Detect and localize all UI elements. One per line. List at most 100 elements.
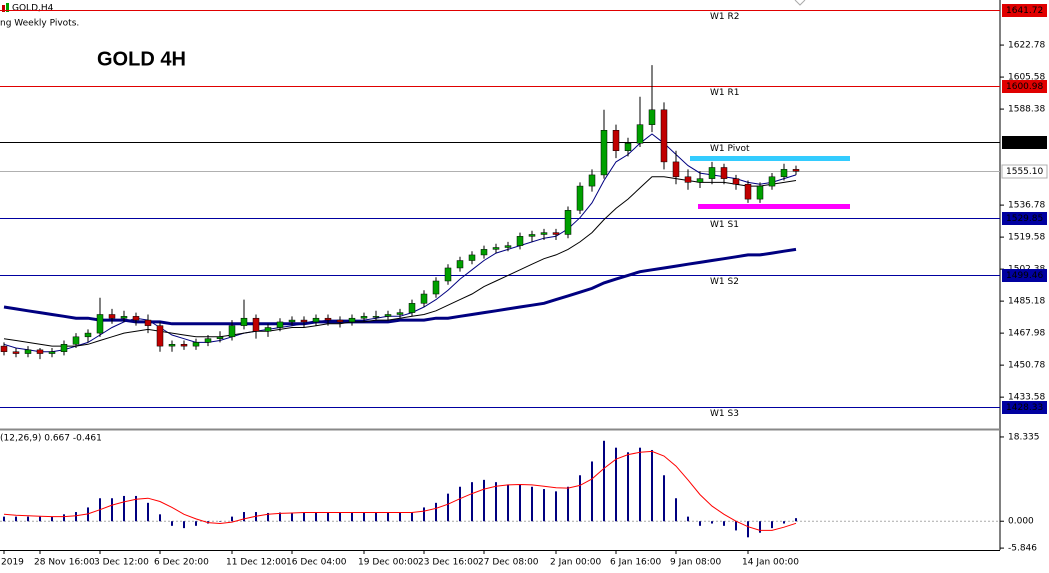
candle-body xyxy=(156,325,164,347)
candle-body xyxy=(540,232,548,235)
candle-body xyxy=(432,280,440,295)
candle-body xyxy=(684,176,692,183)
pivot-label: W1 R2 xyxy=(710,12,739,22)
macd-bar xyxy=(351,512,353,522)
macd-bar xyxy=(639,447,641,522)
macd-bar xyxy=(663,475,665,522)
macd-bar xyxy=(459,486,461,522)
candle-body xyxy=(492,247,500,250)
candle-body xyxy=(36,349,44,354)
candle-body xyxy=(720,167,728,179)
candle-body xyxy=(756,185,764,200)
macd-bar xyxy=(159,514,161,522)
macd-bar xyxy=(327,512,329,522)
macd-bar xyxy=(171,521,173,526)
y-tick-label: 1519.58 xyxy=(1008,233,1045,243)
candle-body xyxy=(180,344,188,347)
pivot-label: W1 R1 xyxy=(710,88,739,98)
macd-bar xyxy=(399,512,401,522)
candle-body xyxy=(420,293,428,304)
macd-bar xyxy=(591,461,593,522)
candle-body xyxy=(636,124,644,144)
macd-bar xyxy=(795,518,797,522)
candle-body xyxy=(144,319,152,326)
candle-body xyxy=(300,319,308,323)
candle-body xyxy=(276,321,284,328)
macd-bar xyxy=(555,491,557,522)
candle-body xyxy=(24,349,32,354)
macd-bar xyxy=(123,495,125,522)
last-price-box xyxy=(1001,164,1048,179)
candle-body xyxy=(672,161,680,178)
candle-body xyxy=(396,312,404,315)
candle-body xyxy=(612,130,620,151)
macd-bar xyxy=(411,512,413,522)
candle-body xyxy=(408,303,416,313)
macd-bar xyxy=(243,512,245,522)
macd-bar xyxy=(627,452,629,522)
candle-body xyxy=(72,336,80,345)
macd-bar xyxy=(519,484,521,522)
macd-bar xyxy=(615,447,617,522)
pivot-label: W1 S1 xyxy=(710,220,739,230)
candle-body xyxy=(588,174,596,187)
macd-bar xyxy=(567,486,569,522)
pivot-price-label: 1499.46 xyxy=(1006,271,1043,281)
macd-bar xyxy=(183,521,185,529)
pivot-price-label: 1570.59 xyxy=(1006,138,1043,148)
chart-title: GOLD 4H xyxy=(97,48,186,70)
x-tick-label: 23 Dec 16:00 xyxy=(418,558,479,568)
candle-body xyxy=(480,249,488,256)
macd-bar xyxy=(3,516,5,522)
candle-body xyxy=(696,178,704,183)
macd-bar xyxy=(759,521,761,533)
y-tick-label: 18.335 xyxy=(1008,432,1040,442)
macd-bar xyxy=(387,512,389,522)
macd-bar xyxy=(603,440,605,522)
macd-bar xyxy=(543,489,545,522)
candle-body xyxy=(240,317,248,326)
candle-body xyxy=(168,344,176,347)
macd-bar xyxy=(279,512,281,522)
pivot-price-box xyxy=(1002,80,1047,93)
x-tick-label: 6 Jan 16:00 xyxy=(610,558,662,568)
macd-bar xyxy=(375,512,377,522)
pivot-label: W1 S2 xyxy=(710,277,739,287)
macd-bar xyxy=(111,498,113,522)
macd-bar xyxy=(267,512,269,522)
pivot-price-label: 1641.72 xyxy=(1006,6,1043,16)
x-tick-label: 2019 xyxy=(1,558,24,568)
candle-body xyxy=(732,178,740,185)
candle-body xyxy=(444,267,452,282)
candle-body xyxy=(0,345,8,352)
macd-bar xyxy=(51,516,53,522)
candle-body xyxy=(12,351,20,354)
x-tick-label: 14 Jan 00:00 xyxy=(742,558,799,568)
candle-body xyxy=(708,167,716,179)
macd-bar xyxy=(495,482,497,522)
support-zone xyxy=(698,204,850,209)
candle-body xyxy=(576,185,584,211)
candle-body xyxy=(132,316,140,321)
macd-bar xyxy=(531,486,533,522)
y-tick-label: 1433.58 xyxy=(1008,393,1045,403)
macd-bar xyxy=(147,502,149,522)
y-tick-label: 1588.38 xyxy=(1008,105,1045,115)
candle-body xyxy=(120,316,128,319)
macd-bar xyxy=(483,479,485,522)
macd-bar xyxy=(783,521,785,524)
y-tick-label: 1467.98 xyxy=(1008,329,1045,339)
macd-bar xyxy=(231,516,233,522)
x-tick-label: 27 Dec 08:00 xyxy=(478,558,539,568)
signal-line xyxy=(3,450,797,531)
x-tick-label: 19 Dec 00:00 xyxy=(358,558,419,568)
resistance-zone xyxy=(690,156,850,161)
macd-bar xyxy=(315,512,317,522)
y-tick-label: 1450.78 xyxy=(1008,361,1045,371)
macd-bar xyxy=(447,493,449,522)
macd-bar xyxy=(15,516,17,522)
candle-body xyxy=(360,316,368,319)
y-tick-label: 1605.58 xyxy=(1008,73,1045,83)
symbol-header: GOLD,H4 xyxy=(12,4,54,14)
candle-body xyxy=(792,169,800,172)
